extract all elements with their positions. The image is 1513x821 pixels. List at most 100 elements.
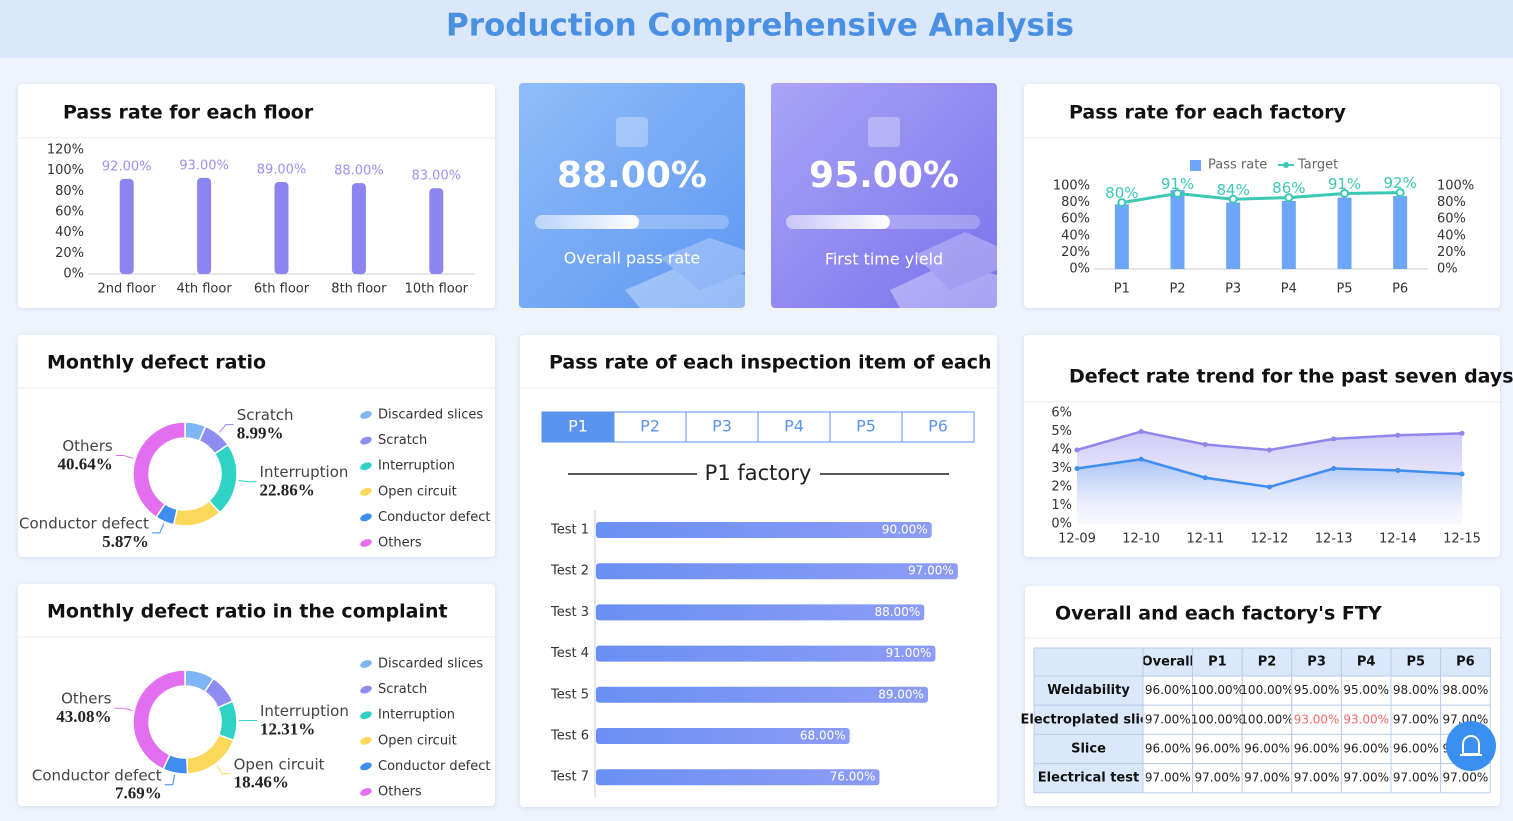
table-cell: [1340, 704, 1392, 735]
value-label: 88.00%: [334, 164, 384, 179]
x-tick-label: 2nd floor: [98, 282, 157, 297]
y-tick-label: 100%: [1437, 179, 1474, 194]
x-tick-label: 4th floor: [177, 282, 233, 297]
line-point: [1138, 429, 1144, 434]
slice-value: 22.86%: [260, 481, 315, 500]
bar: [1114, 204, 1129, 269]
panel-title: Monthly defect ratio: [47, 352, 266, 374]
cell-value: 93.00%: [1343, 712, 1389, 726]
alert-button[interactable]: [1446, 721, 1496, 771]
x-tick-label: 12-14: [1379, 532, 1417, 547]
page-title: Production Comprehensive Analysis: [446, 8, 1074, 44]
slice-name: Open circuit: [234, 755, 325, 773]
row-header: Electrical test: [1038, 771, 1139, 786]
progress-fill: [535, 215, 639, 229]
tab-label[interactable]: P4: [784, 417, 804, 436]
y-tick-label: 4%: [1051, 443, 1072, 458]
table-cell: [1142, 733, 1194, 765]
bar: [596, 769, 880, 786]
y-tick-label: Test 2: [550, 564, 589, 579]
alert-icon[interactable]: [1460, 735, 1482, 756]
y-tick-label: 40%: [55, 225, 84, 240]
table-cell: [1241, 675, 1293, 706]
slice-value: 18.46%: [234, 773, 289, 792]
bar: [1226, 202, 1241, 269]
bar: [596, 563, 958, 580]
cell-value: 96.00%: [1145, 742, 1191, 756]
row-header: Electroplated slice: [1021, 712, 1157, 727]
x-tick-label: 12-09: [1058, 532, 1096, 547]
table-cell: [1033, 675, 1144, 706]
header-band: [0, 0, 1513, 58]
bar: [197, 177, 212, 274]
x-tick-label: P2: [1169, 282, 1185, 297]
tab-label[interactable]: P1: [568, 417, 588, 436]
table-cell: [1340, 763, 1392, 794]
column-header: P3: [1307, 655, 1326, 670]
y-tick-label: 6%: [1051, 406, 1072, 421]
kpi-icon: [616, 117, 648, 147]
cell-value: 95.00%: [1343, 683, 1389, 697]
line-point: [1395, 432, 1401, 438]
panel-title: Pass rate for each floor: [63, 102, 314, 124]
panel-title: Pass rate of each inspection item of eac…: [549, 352, 1075, 374]
tab[interactable]: [829, 411, 903, 443]
line-point: [1331, 436, 1337, 442]
value-label: 97.00%: [908, 564, 954, 578]
legend-label: Open circuit: [378, 484, 457, 499]
y-tick-label: 3%: [1051, 461, 1072, 476]
tab[interactable]: [901, 411, 975, 443]
tab-label[interactable]: P5: [856, 417, 876, 436]
legend-label: Conductor defect: [378, 510, 491, 525]
column-header: P4: [1357, 655, 1376, 670]
x-tick-label: 12-13: [1315, 532, 1353, 547]
legend-label: Open circuit: [378, 733, 457, 748]
line-point: [1340, 188, 1349, 198]
table-cell: [1142, 763, 1194, 794]
y-tick-label: 60%: [1437, 212, 1466, 227]
line-point: [1228, 194, 1238, 204]
table-cell: [1390, 763, 1442, 794]
panel-title: Monthly defect ratio in the complaint: [47, 601, 448, 623]
value-label: 86%: [1272, 179, 1305, 197]
cell-value: 97.00%: [1145, 712, 1191, 726]
bar: [596, 604, 925, 621]
legend-label: Discarded slices: [378, 408, 483, 423]
tab[interactable]: [757, 411, 831, 443]
cell-value: 100.00%: [1191, 712, 1244, 726]
x-tick-label: 12-12: [1251, 532, 1289, 547]
x-tick-label: P3: [1225, 282, 1241, 297]
alert-button-bg[interactable]: [1446, 721, 1496, 771]
bar: [596, 686, 928, 703]
tab-label[interactable]: P6: [928, 417, 948, 436]
legend-swatch: [360, 539, 372, 547]
cell-value: 96.00%: [1145, 683, 1191, 697]
legend-swatch: [360, 788, 372, 796]
column-header: P5: [1407, 655, 1426, 670]
cell-value: 97.00%: [1294, 771, 1340, 785]
panel: [1024, 84, 1500, 308]
y-tick-label: 40%: [1061, 228, 1090, 243]
x-tick-label: P4: [1281, 282, 1297, 297]
panel-title: Overall and each factory's FTY: [1055, 603, 1382, 625]
leader-line: [115, 454, 134, 459]
table-cell: [1192, 647, 1243, 677]
cell-value: 96.00%: [1195, 742, 1241, 756]
line-point: [1267, 484, 1272, 490]
tab-label[interactable]: P3: [712, 417, 732, 436]
cell-value: 97.00%: [1195, 771, 1241, 785]
table-cell: [1033, 647, 1144, 677]
bar: [119, 178, 134, 274]
value-label: 91%: [1328, 175, 1361, 193]
tab[interactable]: [613, 411, 687, 443]
y-tick-label: 0%: [1051, 517, 1072, 532]
value-label: 90.00%: [882, 523, 928, 537]
slice-value: 8.99%: [237, 424, 284, 443]
tab-label[interactable]: P2: [640, 417, 660, 436]
bar: [596, 645, 936, 662]
table-cell: [1241, 763, 1293, 794]
cell-value: 97.00%: [1145, 771, 1191, 785]
legend-label: Pass rate: [1208, 158, 1267, 173]
kpi-decoration: [625, 238, 745, 308]
x-tick-label: 6th floor: [254, 282, 310, 297]
